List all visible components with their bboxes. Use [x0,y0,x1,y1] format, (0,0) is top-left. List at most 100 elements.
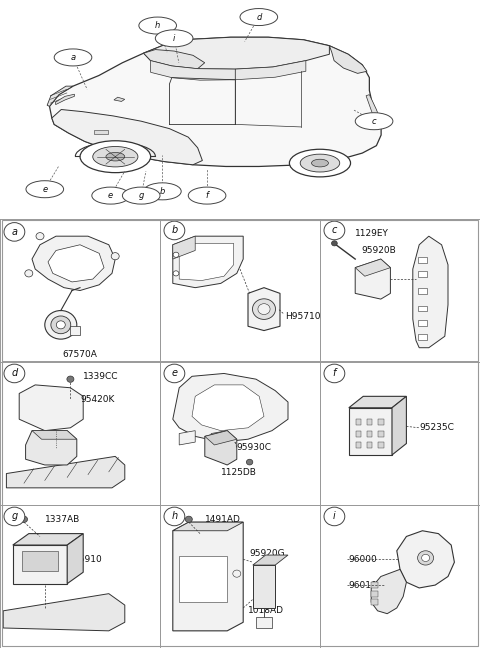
Bar [418,288,427,294]
Circle shape [4,507,25,526]
Circle shape [4,364,25,383]
Text: f: f [333,369,336,378]
Text: 1125DB: 1125DB [221,468,257,477]
Circle shape [164,364,185,383]
Bar [179,557,227,602]
Polygon shape [192,385,264,431]
Polygon shape [329,46,367,73]
Circle shape [156,30,193,47]
Bar [418,306,427,311]
Text: i: i [173,34,175,43]
Text: a: a [12,227,17,237]
Text: a: a [71,53,75,62]
Text: 1129EY: 1129EY [355,229,389,238]
Text: 95235C: 95235C [419,423,454,432]
Text: d: d [11,369,18,378]
Bar [367,431,372,437]
Circle shape [324,221,345,240]
Text: h: h [155,21,160,30]
Polygon shape [19,385,83,431]
Circle shape [289,149,350,177]
Polygon shape [48,245,104,282]
Circle shape [106,152,125,161]
Polygon shape [114,97,125,102]
Polygon shape [151,61,235,80]
Polygon shape [71,327,80,335]
Bar [418,334,427,340]
Polygon shape [13,533,83,545]
Polygon shape [355,259,390,299]
Bar [356,443,361,448]
Polygon shape [397,531,455,588]
Text: 1337AB: 1337AB [45,515,80,524]
Circle shape [355,113,393,130]
Circle shape [56,321,65,329]
Circle shape [258,304,270,314]
Polygon shape [173,236,195,259]
Circle shape [246,459,253,465]
Polygon shape [253,565,275,608]
Text: c: c [332,226,337,235]
Polygon shape [256,616,272,628]
Circle shape [252,299,276,319]
Circle shape [173,271,179,276]
Circle shape [240,8,277,25]
Polygon shape [248,288,280,330]
Bar [378,419,384,425]
Polygon shape [3,594,125,631]
Text: e: e [108,191,113,200]
Text: 95920B: 95920B [361,246,396,255]
Polygon shape [32,236,115,290]
Polygon shape [349,397,407,408]
Polygon shape [413,236,448,348]
Circle shape [233,570,241,577]
Polygon shape [6,456,125,488]
Polygon shape [13,545,67,584]
Polygon shape [211,431,227,445]
Circle shape [92,187,130,204]
Text: f: f [205,191,209,200]
Polygon shape [67,533,83,584]
Circle shape [54,49,92,66]
Polygon shape [371,570,407,614]
Circle shape [421,554,430,561]
Polygon shape [366,95,381,123]
Bar [418,257,427,262]
Bar [371,591,378,597]
Bar [378,443,384,448]
Circle shape [51,316,71,334]
Circle shape [45,310,77,339]
Circle shape [144,183,181,200]
Bar [356,419,361,425]
Polygon shape [47,86,73,106]
Polygon shape [25,431,77,465]
Polygon shape [144,50,204,69]
Text: g: g [11,511,18,522]
Circle shape [67,376,74,382]
Text: c: c [372,117,376,126]
Polygon shape [144,37,329,69]
Circle shape [300,154,340,172]
Text: 96010: 96010 [349,581,378,590]
Bar [356,431,361,437]
Polygon shape [179,244,234,281]
Circle shape [164,221,185,240]
Circle shape [312,159,328,167]
Text: i: i [333,511,336,522]
Circle shape [173,252,179,257]
Polygon shape [56,94,74,104]
Text: h: h [171,511,178,522]
Text: 95920G: 95920G [250,549,285,558]
Circle shape [4,223,25,241]
Circle shape [139,17,177,34]
Circle shape [164,507,185,526]
Text: b: b [160,187,165,196]
Bar [23,551,58,571]
Text: 95930C: 95930C [237,443,272,452]
Circle shape [25,270,33,277]
Polygon shape [173,522,243,531]
Polygon shape [355,259,390,276]
Text: 96000: 96000 [349,555,378,564]
Polygon shape [205,431,237,445]
Bar [371,582,378,588]
